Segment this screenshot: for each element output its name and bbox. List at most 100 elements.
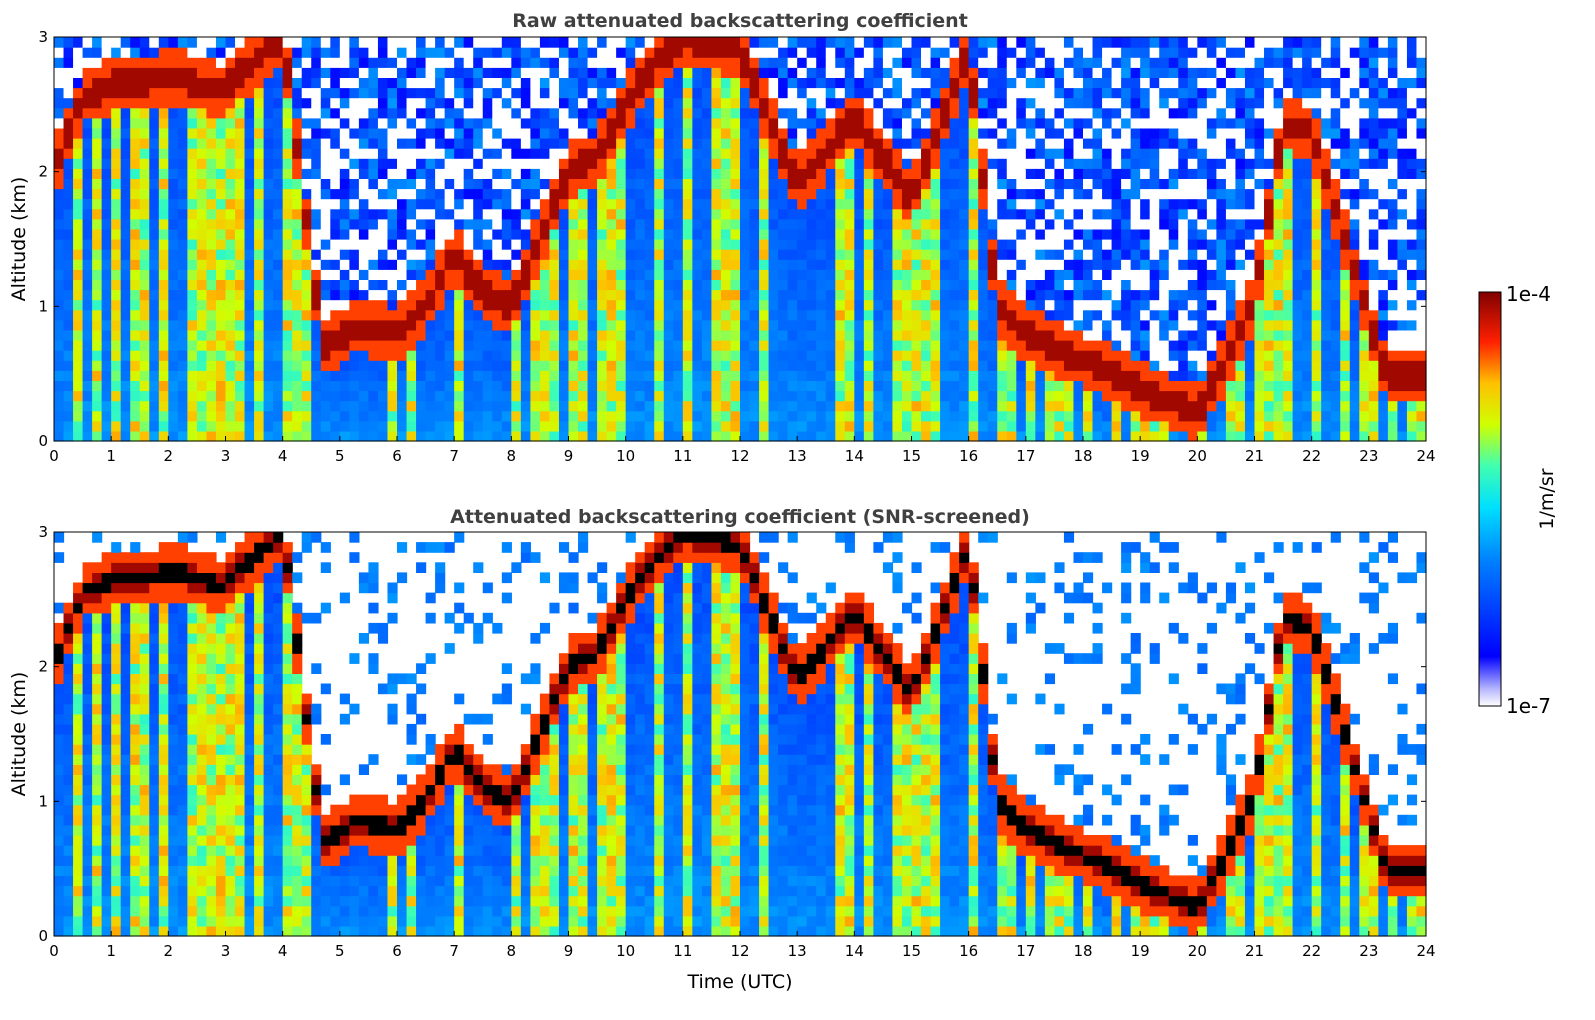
heatmap-cell [683,360,693,371]
heatmap-cell [959,229,969,240]
heatmap-cell [235,108,245,119]
heatmap-cell [349,128,359,139]
heatmap-cell [64,148,74,159]
heatmap-cell [1178,37,1188,48]
heatmap-cell [64,269,74,280]
heatmap-cell [730,77,740,88]
heatmap-cell [216,148,226,159]
heatmap-cell [1093,189,1103,200]
heatmap-cell [683,239,693,250]
heatmap-cell [254,269,264,280]
heatmap-cell [940,138,950,149]
heatmap-cell [1016,279,1026,290]
heatmap-cell [283,239,293,250]
heatmap-cell [1112,189,1122,200]
heatmap-cell [1073,279,1083,290]
heatmap-cell [283,229,293,240]
heatmap-cell [673,57,683,68]
heatmap-cell [1035,401,1045,412]
heatmap-cell [1131,249,1141,260]
heatmap-cell [616,229,626,240]
heatmap-cell [645,300,655,311]
heatmap-cell [1026,401,1036,412]
heatmap-cell [730,229,740,240]
heatmap-cell [349,279,359,290]
heatmap-cell [83,178,93,189]
heatmap-cell [873,57,883,68]
heatmap-cell [702,199,712,210]
heatmap-cell [349,138,359,149]
heatmap-cell [102,431,112,442]
heatmap-cell [349,148,359,159]
heatmap-cell [387,138,397,149]
heatmap-cell [1121,401,1131,412]
heatmap-cell [607,259,617,270]
heatmap-cell [721,128,731,139]
heatmap-cell [1102,77,1112,88]
heatmap-cell [416,148,426,159]
heatmap-cell [1207,431,1217,442]
heatmap-cell [845,310,855,321]
heatmap-cell [540,67,550,78]
heatmap-cell [1197,178,1207,189]
heatmap-cell [797,320,807,331]
heatmap-cell [216,138,226,149]
heatmap-cell [1178,138,1188,149]
heatmap-cell [1235,340,1245,351]
heatmap-cell [464,350,474,361]
heatmap-cell [397,350,407,361]
heatmap-cell [1140,47,1150,58]
heatmap-cell [902,219,912,230]
heatmap-cell [1197,209,1207,220]
heatmap-cell [111,57,121,68]
heatmap-cell [416,431,426,442]
heatmap-cell [254,77,264,88]
heatmap-cell [292,67,302,78]
heatmap-cell [902,421,912,432]
heatmap-cell [397,380,407,391]
heatmap-cell [1073,310,1083,321]
heatmap-cell [54,421,64,432]
heatmap-cell [683,421,693,432]
heatmap-cell [721,249,731,260]
heatmap-cell [1093,330,1103,341]
heatmap-cell [1131,118,1141,129]
heatmap-cell [1093,269,1103,280]
heatmap-cell [711,37,721,48]
heatmap-cell [273,431,283,442]
heatmap-cell [464,360,474,371]
heatmap-cell [912,370,922,381]
heatmap-cell [607,421,617,432]
heatmap-cell [302,340,312,351]
heatmap-cell [978,108,988,119]
heatmap-cell [168,128,178,139]
heatmap-cell [711,421,721,432]
heatmap-cell [778,199,788,210]
heatmap-cell [673,300,683,311]
heatmap-cell [435,88,445,99]
heatmap-cell [283,330,293,341]
heatmap-cell [912,168,922,179]
heatmap-cell [1016,269,1026,280]
heatmap-cell [816,370,826,381]
heatmap-cell [1178,320,1188,331]
heatmap-cell [892,330,902,341]
heatmap-cell [1178,189,1188,200]
heatmap-cell [578,118,588,129]
heatmap-cell [435,138,445,149]
heatmap-cell [73,168,83,179]
heatmap-cell [264,330,274,341]
heatmap-cell [912,77,922,88]
heatmap-cell [540,350,550,361]
heatmap-cell [92,98,102,109]
heatmap-cell [511,189,521,200]
heatmap-cell [273,421,283,432]
heatmap-cell [226,158,236,169]
heatmap-cell [521,370,531,381]
heatmap-cell [912,209,922,220]
heatmap-cell [435,401,445,412]
heatmap-cell [483,118,493,129]
heatmap-cell [1159,431,1169,442]
heatmap-cell [892,158,902,169]
heatmap-cell [892,350,902,361]
